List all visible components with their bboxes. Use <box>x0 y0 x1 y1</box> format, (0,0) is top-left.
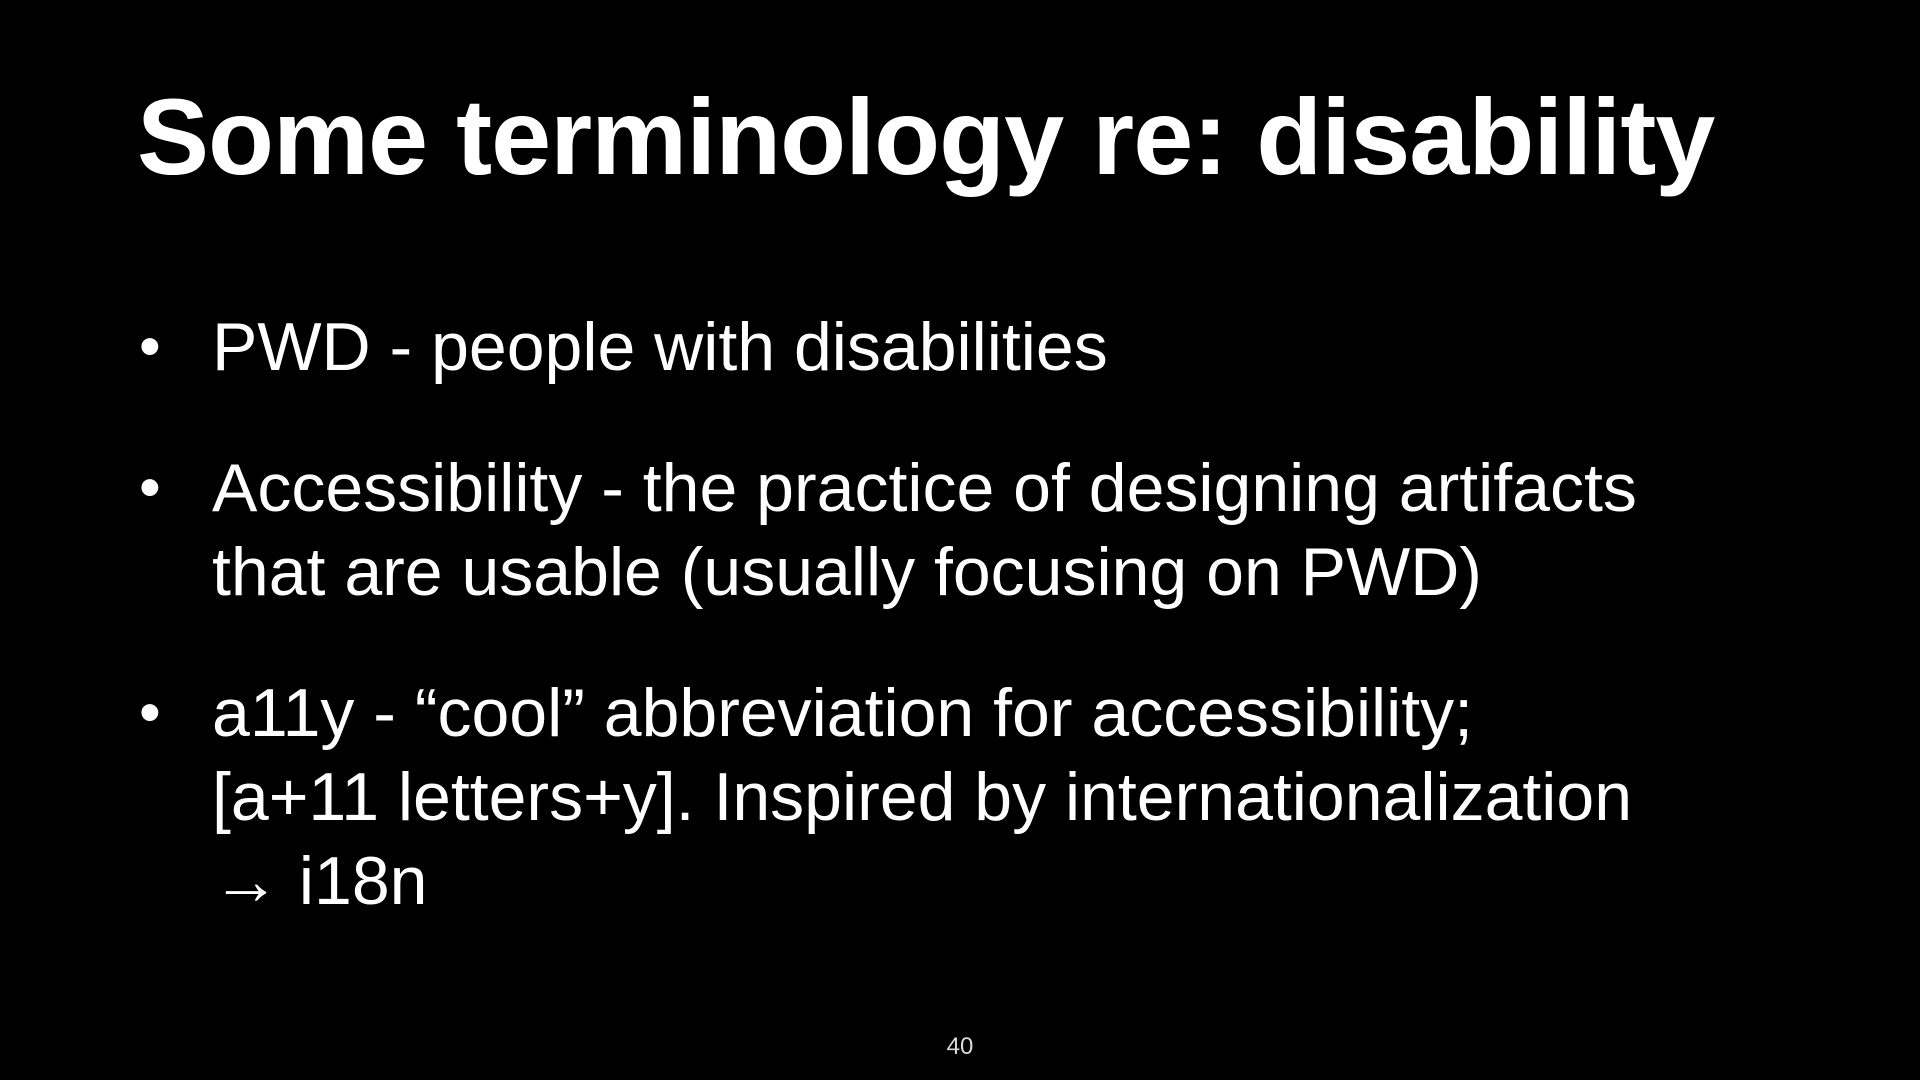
bullet-marker: • <box>139 453 161 522</box>
bullet-marker: • <box>139 312 161 381</box>
page-number: 40 <box>946 1033 974 1060</box>
bullet-text: a11y - “cool” abbreviation for accessibi… <box>212 675 1633 919</box>
bullet-item: • a11y - “cool” abbreviation for accessi… <box>137 671 1817 923</box>
bullet-text: PWD - people with disabilities <box>212 309 1108 385</box>
slide-title: Some terminology re: disability <box>137 76 1715 197</box>
bullet-marker: • <box>139 678 161 747</box>
bullet-list: • PWD - people with disabilities • Acces… <box>137 305 1817 980</box>
bullet-item: • PWD - people with disabilities <box>137 305 1817 389</box>
bullet-text: Accessibility - the practice of designin… <box>212 450 1637 610</box>
bullet-item: • Accessibility - the practice of design… <box>137 446 1817 614</box>
